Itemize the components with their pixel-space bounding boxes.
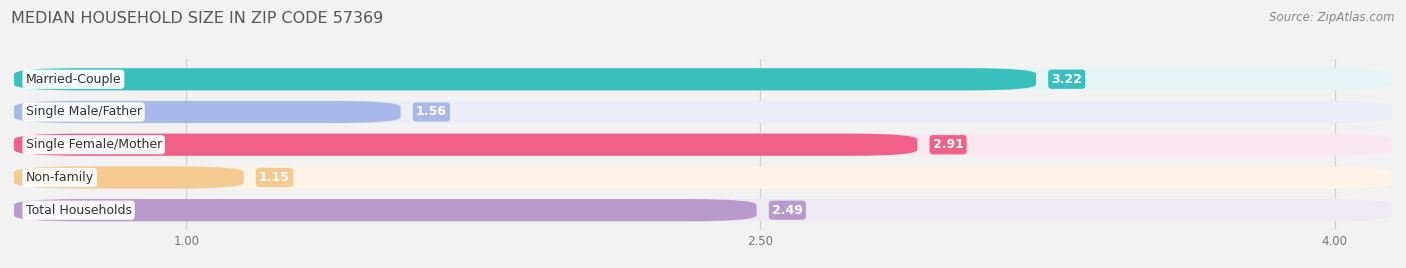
Text: Single Male/Father: Single Male/Father [25, 106, 142, 118]
Text: Total Households: Total Households [25, 204, 132, 217]
Text: 1.56: 1.56 [416, 106, 447, 118]
Text: MEDIAN HOUSEHOLD SIZE IN ZIP CODE 57369: MEDIAN HOUSEHOLD SIZE IN ZIP CODE 57369 [11, 11, 384, 26]
Text: Married-Couple: Married-Couple [25, 73, 121, 86]
Text: Single Female/Mother: Single Female/Mother [25, 138, 162, 151]
Text: 3.22: 3.22 [1052, 73, 1083, 86]
FancyBboxPatch shape [14, 101, 1392, 123]
Text: Source: ZipAtlas.com: Source: ZipAtlas.com [1270, 11, 1395, 24]
FancyBboxPatch shape [14, 166, 243, 189]
FancyBboxPatch shape [14, 68, 1392, 90]
FancyBboxPatch shape [14, 68, 1036, 90]
FancyBboxPatch shape [14, 199, 756, 221]
Text: 2.91: 2.91 [932, 138, 963, 151]
FancyBboxPatch shape [14, 133, 1392, 156]
FancyBboxPatch shape [14, 101, 401, 123]
FancyBboxPatch shape [14, 133, 917, 156]
FancyBboxPatch shape [14, 166, 1392, 189]
Text: 2.49: 2.49 [772, 204, 803, 217]
Text: Non-family: Non-family [25, 171, 94, 184]
FancyBboxPatch shape [14, 199, 1392, 221]
Text: 1.15: 1.15 [259, 171, 290, 184]
